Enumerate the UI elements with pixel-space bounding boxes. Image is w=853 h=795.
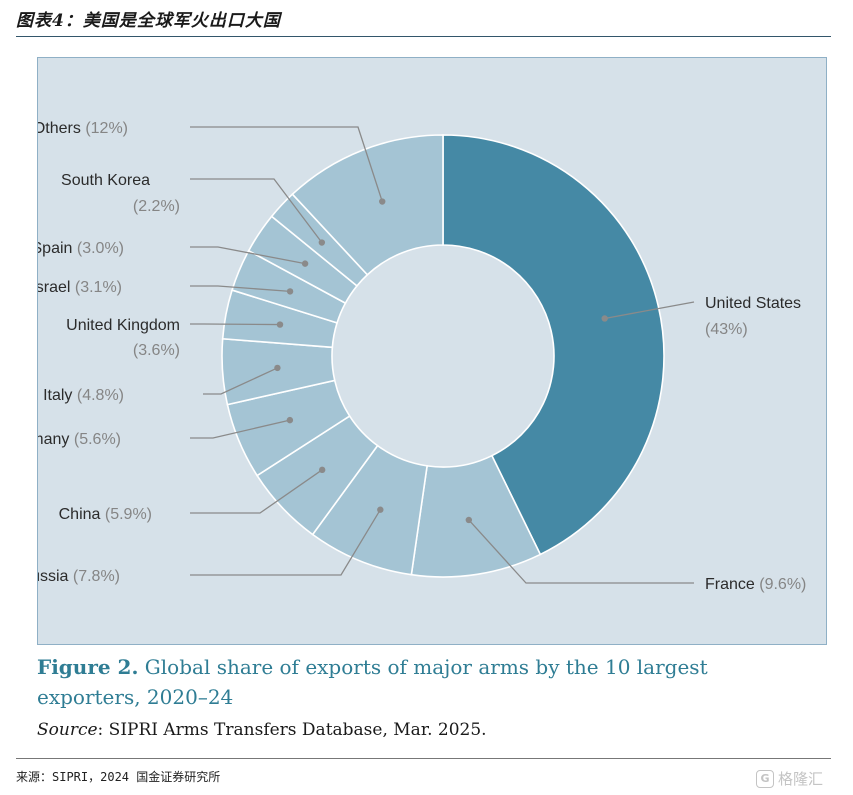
label-israel: Israel (3.1%)	[38, 279, 122, 296]
leader-dot-italy	[274, 364, 281, 372]
label-value-germany: (5.6%)	[69, 431, 121, 448]
footer-divider	[16, 758, 831, 759]
label-name-south-korea: South Korea	[61, 172, 150, 189]
leader-line-italy	[203, 367, 278, 395]
leader-line-russia	[190, 509, 381, 576]
leader-dot-germany	[286, 416, 294, 424]
slice-others	[291, 134, 444, 276]
footer-note: 来源：SIPRI，2024 国金证券研究所	[16, 770, 221, 784]
donut-chart: United States (43%) France (9.6%) Russia (7…	[38, 120, 806, 593]
label-value-israel: (3.1%)	[70, 279, 122, 296]
label-spain: Spain (3.0%)	[38, 240, 124, 257]
label-italy: Italy (4.8%)	[43, 387, 124, 404]
label-value-italy: (4.8%)	[72, 387, 124, 404]
leader-dot-others	[379, 198, 386, 205]
page-title: 图表4：美国是全球军火出口大国	[16, 11, 281, 31]
figure-label: Figure 2.	[37, 655, 139, 679]
label-name-france: France	[705, 576, 755, 593]
label-name-russia: Russia	[38, 568, 69, 585]
leader-line-south-korea	[190, 178, 323, 243]
watermark: G 格隆汇	[755, 768, 823, 789]
leader-dot-united-states	[601, 315, 608, 322]
label-name-others: Others	[38, 120, 81, 137]
leader-dot-israel	[286, 288, 294, 295]
leader-lines-group	[190, 126, 695, 584]
leader-line-china	[190, 469, 323, 514]
leader-dot-spain	[301, 260, 309, 267]
leader-dot-china	[318, 466, 326, 474]
label-value-france: (9.6%)	[755, 576, 807, 593]
label-name-israel: Israel	[38, 279, 70, 296]
label-others: Others (12%)	[38, 120, 128, 137]
leader-line-spain	[190, 246, 306, 265]
leader-line-france	[468, 519, 694, 584]
leader-line-united-kingdom	[190, 323, 281, 326]
label-value-spain: (3.0%)	[72, 240, 124, 257]
label-value-united-states: (43%)	[705, 321, 748, 338]
label-germany: Germany (5.6%)	[38, 431, 121, 448]
label-france: France (9.6%)	[705, 576, 806, 593]
label-value-united-kingdom: (3.6%)	[133, 342, 180, 359]
label-russia: Russia (7.8%)	[38, 568, 120, 585]
chart-panel: United States (43%) France (9.6%) Russia (7…	[37, 57, 827, 645]
leader-dot-russia	[377, 506, 384, 513]
source-line: Source: SIPRI Arms Transfers Database, M…	[37, 720, 487, 740]
label-name-united-kingdom: United Kingdom	[66, 317, 180, 334]
source-label: Source	[37, 720, 98, 740]
labels-group: United States (43%) France (9.6%) Russia (7…	[38, 120, 806, 593]
leader-line-united-states	[604, 301, 695, 320]
leader-dot-south-korea	[318, 239, 326, 246]
title-divider	[16, 36, 831, 37]
watermark-text: 格隆汇	[777, 770, 823, 788]
slices-group	[221, 134, 665, 578]
leader-dot-united-kingdom	[276, 321, 284, 328]
label-value-others: (12%)	[81, 120, 128, 137]
label-name-china: China	[59, 506, 101, 523]
slice-united-states	[442, 134, 665, 556]
label-name-germany: Germany	[38, 431, 69, 448]
label-value-south-korea: (2.2%)	[133, 198, 180, 215]
figure-caption-text: Global share of exports of major arms by…	[37, 655, 708, 709]
figure-caption: Figure 2. Global share of exports of maj…	[37, 652, 797, 712]
label-name-united-states: United States	[705, 295, 801, 312]
label-name-italy: Italy	[43, 387, 72, 404]
watermark-logo-icon: G	[755, 769, 774, 788]
source-text: : SIPRI Arms Transfers Database, Mar. 20…	[97, 720, 487, 740]
leader-line-germany	[190, 419, 291, 439]
label-china: China (5.9%)	[59, 506, 152, 523]
leader-line-israel	[190, 285, 291, 293]
label-value-russia: (7.8%)	[68, 568, 120, 585]
leader-line-others	[190, 126, 383, 202]
label-name-spain: Spain	[38, 240, 72, 257]
leader-dot-france	[465, 516, 473, 524]
label-value-china: (5.9%)	[100, 506, 152, 523]
